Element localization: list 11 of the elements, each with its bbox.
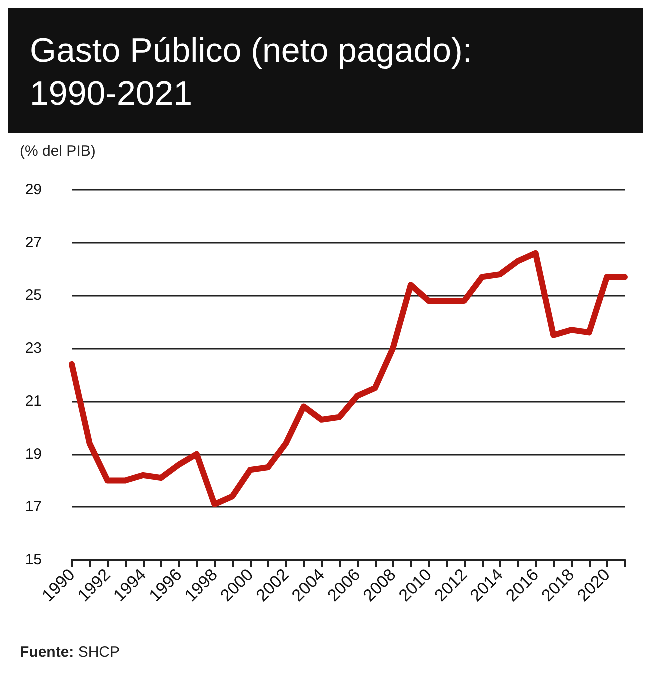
y-axis-title: (% del PIB) bbox=[20, 143, 97, 160]
y-tick-label: 29 bbox=[25, 182, 42, 198]
y-tick-label: 27 bbox=[25, 234, 42, 252]
y-tick-label: 25 bbox=[25, 287, 42, 304]
y-tick-label: 21 bbox=[25, 392, 42, 410]
y-tick-label: 19 bbox=[25, 446, 42, 463]
chart-title: Gasto Público (neto pagado): 1990-2021 bbox=[8, 8, 643, 133]
y-tick-label: 15 bbox=[25, 552, 42, 568]
y-tick-label: 17 bbox=[25, 498, 42, 516]
y-tick-label: 23 bbox=[25, 340, 42, 358]
source-note: Fuente: SHCP bbox=[20, 644, 122, 661]
